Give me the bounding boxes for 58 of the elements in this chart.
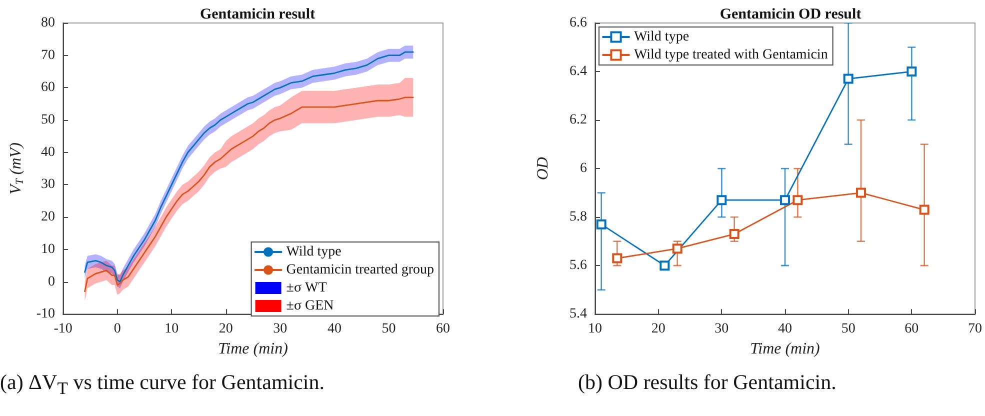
point (660, 260, 670, 271)
x-tick-label: -10 (54, 322, 72, 337)
text: (b) OD results for Gentamicin. (578, 370, 836, 395)
y-tick-label: 40 (41, 144, 56, 160)
x-tick-label: 50 (382, 322, 396, 337)
y-tick-label: 0 (48, 274, 56, 290)
point (596, 219, 606, 230)
legend-label: Wild type treated with Gentamicin (634, 48, 828, 62)
y-axis-title: VT (mV) (8, 142, 26, 194)
point (919, 204, 930, 215)
x-tick-label: 50 (841, 322, 856, 337)
y-axis-title: OD (534, 156, 552, 180)
chart-title: Gentamicin result (200, 6, 316, 22)
point (792, 195, 803, 206)
y-tick-label: 30 (41, 177, 56, 192)
point (729, 229, 740, 240)
legend-label: Wild type (286, 244, 342, 260)
x-axis-title: Time (min) (218, 340, 288, 358)
point (612, 253, 622, 264)
y-tick-label: 5.8 (570, 210, 587, 225)
point (780, 195, 790, 206)
x-tick-label: 70 (968, 322, 982, 337)
y-tick-label: 80 (41, 16, 56, 30)
x-tick-label: 0 (114, 322, 121, 337)
x-tick-label: 20 (651, 322, 666, 337)
point (843, 74, 854, 84)
y-tick-label: 6.4 (570, 64, 587, 80)
x-tick-label: 10 (164, 322, 179, 337)
x-tick-label: 40 (778, 322, 792, 337)
x-tick-label: 30 (273, 322, 288, 337)
y-tick-label: 10 (41, 242, 56, 257)
y-tick-label: -10 (36, 306, 56, 322)
y-tick-label: 5.4 (570, 306, 587, 322)
x-tick-label: 30 (714, 322, 729, 337)
text: (a) ΔV$_{T}$ vs time curve for Gentamicin. (0, 370, 325, 400)
x-tick-label: 60 (904, 322, 919, 337)
y-tick-label: 6.6 (570, 16, 587, 30)
y-tick-label: 50 (41, 112, 56, 128)
y-tick-label: 6.2 (570, 112, 587, 128)
y-tick-label: 6 (580, 161, 587, 176)
y-tick-label: 20 (41, 210, 56, 225)
point (906, 66, 917, 77)
point (672, 244, 682, 254)
x-axis-title: Time (min) (750, 340, 820, 358)
legend-label: Gentamicin trearted group (286, 262, 434, 278)
point (856, 188, 866, 198)
x-tick-label: 10 (588, 322, 602, 337)
y-tick-label: 5.6 (570, 258, 587, 274)
legend-label: ±σ GEN (286, 298, 334, 314)
legend-label: Wild type (634, 30, 690, 44)
chart-title: Gentamicin OD result (720, 6, 862, 22)
legend-label: ±σ WT (286, 280, 328, 296)
x-tick-label: 60 (436, 322, 450, 337)
x-tick-label: 40 (327, 322, 342, 337)
x-tick-label: 20 (218, 322, 233, 337)
point (716, 195, 727, 206)
y-tick-label: 60 (41, 80, 56, 96)
y-tick-label: 70 (41, 48, 56, 63)
